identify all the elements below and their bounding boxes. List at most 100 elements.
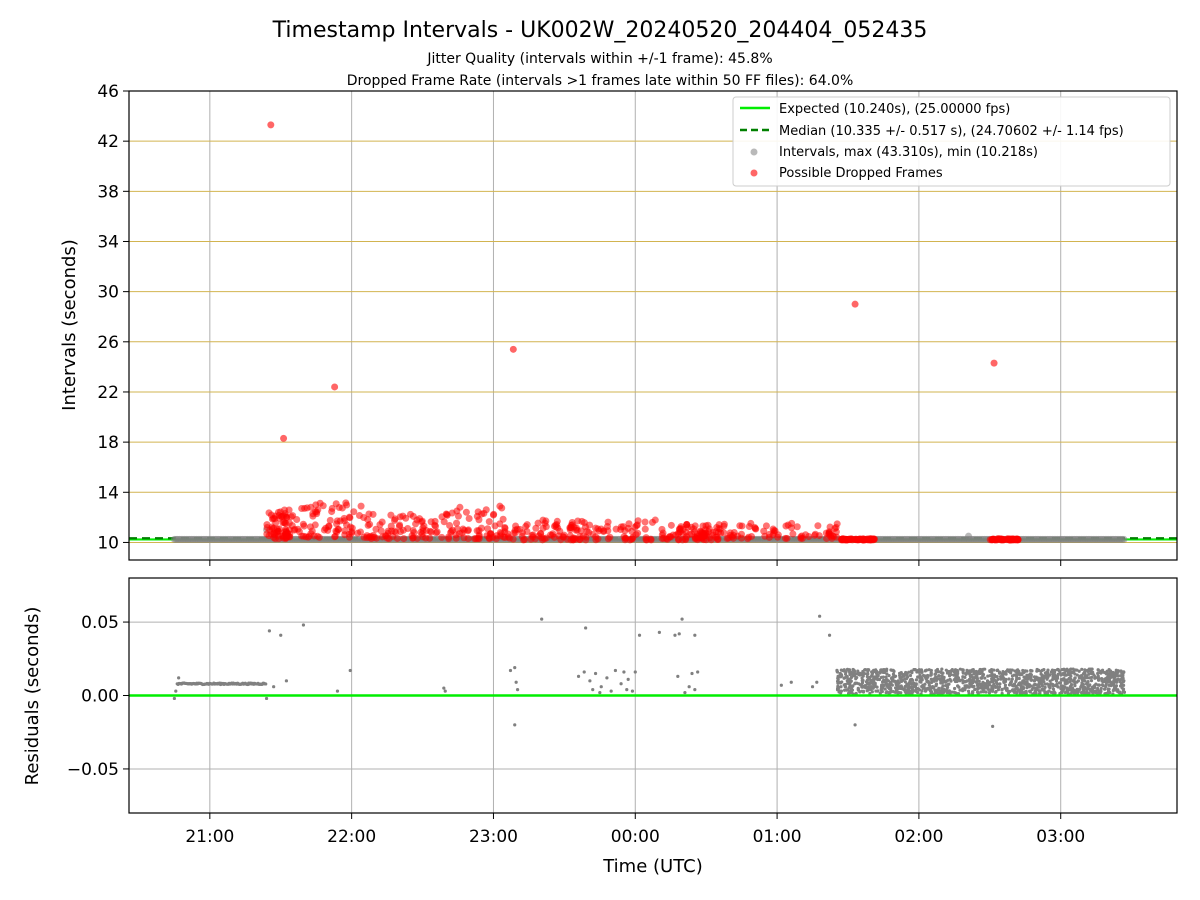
dropped-frame-point xyxy=(658,525,666,533)
residual-point xyxy=(1074,668,1078,672)
intervals-y-tick-label: 14 xyxy=(97,483,119,503)
residual-point xyxy=(940,674,944,678)
residual-point xyxy=(593,671,598,676)
dropped-frame-point xyxy=(633,521,641,529)
residual-point xyxy=(576,674,581,679)
residual-point xyxy=(1070,689,1074,693)
residual-point xyxy=(1089,678,1094,683)
residual-point xyxy=(1106,689,1111,693)
residual-point xyxy=(968,682,972,686)
residuals-points xyxy=(172,614,1127,728)
residual-point xyxy=(961,671,965,675)
residual-point xyxy=(588,679,592,683)
dropped-frame-point xyxy=(660,534,668,542)
dropped-frame-point xyxy=(314,506,322,514)
residual-point xyxy=(953,686,957,691)
residual-point xyxy=(1052,670,1057,674)
residual-point xyxy=(926,687,930,691)
dropped-frame-point xyxy=(667,521,675,529)
residual-point xyxy=(1064,682,1068,686)
residual-point xyxy=(174,689,178,693)
dropped-frame-point xyxy=(419,533,427,541)
residual-point xyxy=(923,669,927,673)
residual-point xyxy=(885,678,889,682)
residual-point xyxy=(852,671,856,675)
dropped-frame-point xyxy=(267,121,275,129)
residual-point xyxy=(1121,672,1125,676)
residual-point xyxy=(935,667,940,672)
residual-point xyxy=(1002,670,1006,675)
residual-point xyxy=(1016,672,1020,676)
residual-point xyxy=(1115,677,1119,682)
residual-point xyxy=(896,691,900,695)
residual-point xyxy=(977,671,981,675)
residual-point xyxy=(869,687,873,692)
dropped-frame-point xyxy=(519,529,527,537)
dropped-frame-point xyxy=(651,516,659,524)
residual-point xyxy=(998,675,1003,679)
residual-point xyxy=(1073,676,1077,680)
residual-point xyxy=(942,688,947,693)
residual-point xyxy=(979,676,983,680)
residual-point xyxy=(1083,672,1087,676)
dropped-frame-point xyxy=(549,530,557,538)
residual-point xyxy=(1111,683,1116,687)
dropped-frame-point xyxy=(307,503,315,511)
dropped-frame-point xyxy=(355,511,363,519)
dropped-frame-point xyxy=(560,531,568,539)
residual-point xyxy=(939,670,943,674)
residual-point xyxy=(890,682,894,687)
residual-point xyxy=(1046,674,1050,679)
dropped-frame-point xyxy=(851,300,859,308)
dropped-frame-point xyxy=(280,434,288,442)
dropped-frame-point xyxy=(619,523,627,531)
residual-point xyxy=(1005,686,1009,691)
residual-point xyxy=(1104,684,1108,689)
legend-median-label: Median (10.335 +/- 0.517 s), (24.70602 +… xyxy=(779,124,1124,139)
dropped-frame-point xyxy=(475,527,483,535)
residual-point xyxy=(1013,669,1017,673)
residual-point xyxy=(969,673,973,677)
residual-point xyxy=(1073,689,1077,693)
residual-point xyxy=(940,686,944,690)
residual-point xyxy=(1045,682,1049,686)
residual-point xyxy=(979,683,984,687)
dropped-frame-point xyxy=(404,525,412,533)
residual-point xyxy=(975,679,979,684)
intervals-y-tick-label: 34 xyxy=(97,232,119,252)
residual-point xyxy=(920,689,924,693)
residual-point xyxy=(1025,683,1029,688)
residual-point xyxy=(1112,675,1116,680)
x-tick-label: 03:00 xyxy=(1036,827,1085,847)
residual-point xyxy=(1114,671,1119,675)
residual-point xyxy=(871,677,876,681)
residual-point xyxy=(1096,671,1100,676)
residual-point xyxy=(1121,675,1125,679)
residual-point xyxy=(953,691,958,695)
residual-point xyxy=(1003,679,1008,684)
residual-point xyxy=(894,688,899,693)
residual-point xyxy=(852,669,856,673)
residual-point xyxy=(1012,690,1016,694)
residual-point xyxy=(1103,687,1107,691)
dropped-frame-point xyxy=(483,532,491,540)
dropped-frame-point xyxy=(354,529,362,537)
residual-point xyxy=(1047,689,1051,693)
dropped-frame-point xyxy=(532,524,540,532)
dropped-frame-point xyxy=(499,515,507,523)
residual-point xyxy=(956,684,960,688)
residual-point xyxy=(926,673,930,678)
residual-point xyxy=(1107,677,1111,681)
residual-point xyxy=(884,682,889,686)
residual-point xyxy=(1076,690,1080,694)
residual-point xyxy=(1068,680,1072,684)
residuals-y-tick-label: −0.05 xyxy=(67,760,119,780)
residual-point xyxy=(879,668,883,672)
dropped-frame-point xyxy=(295,528,303,536)
dropped-frame-point xyxy=(333,520,341,528)
residual-point xyxy=(1069,683,1074,687)
residual-point xyxy=(1059,687,1063,691)
residual-point xyxy=(874,670,878,674)
dropped-frame-point xyxy=(774,531,782,539)
dropped-frame-point xyxy=(390,516,398,524)
